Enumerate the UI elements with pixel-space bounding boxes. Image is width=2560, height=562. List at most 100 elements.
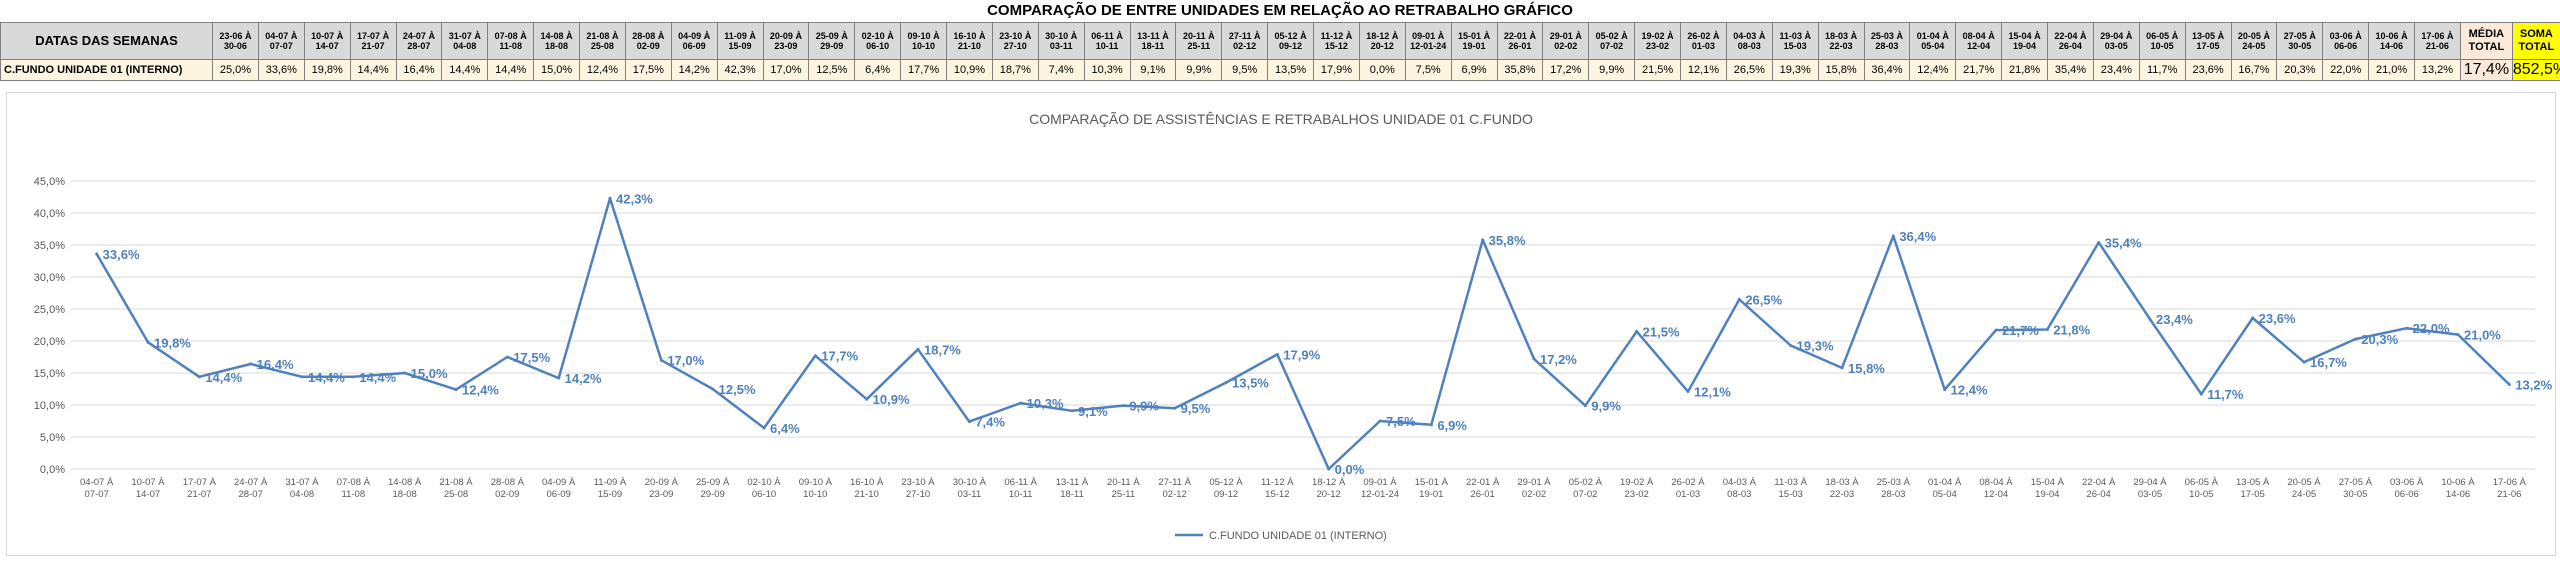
week-header-cell[interactable]: 23-10 À 27-10	[991, 22, 1039, 60]
week-header-cell[interactable]: 23-06 À 30-06	[212, 22, 259, 60]
data-point[interactable]	[1429, 423, 1433, 427]
week-header-cell[interactable]: 15-01 À 19-01	[1450, 22, 1498, 60]
week-value-cell[interactable]: 14,4%	[349, 59, 397, 81]
data-point[interactable]	[505, 355, 509, 359]
data-point[interactable]	[249, 362, 253, 366]
series-line[interactable]	[95, 197, 2511, 471]
week-header-cell[interactable]: 27-05 À 30-05	[2276, 22, 2324, 60]
data-point[interactable]	[1121, 404, 1125, 408]
week-value-cell[interactable]: 26,5%	[1725, 59, 1773, 81]
data-point[interactable]	[1686, 390, 1690, 394]
sum-total-value[interactable]: 852,5%	[2511, 59, 2560, 81]
data-point[interactable]	[1891, 234, 1895, 238]
week-header-cell[interactable]: 27-11 À 02-12	[1221, 22, 1269, 60]
week-value-cell[interactable]: 7,4%	[1037, 59, 1085, 81]
week-header-cell[interactable]: 26-02 À 01-03	[1680, 22, 1727, 60]
week-value-cell[interactable]: 16,7%	[2230, 59, 2278, 81]
data-point[interactable]	[454, 388, 458, 392]
week-value-cell[interactable]: 15,0%	[533, 59, 580, 81]
week-header-cell[interactable]: 04-09 À 06-09	[670, 22, 718, 60]
data-point[interactable]	[2148, 317, 2152, 321]
data-point[interactable]	[557, 376, 561, 380]
week-header-cell[interactable]: 29-04 À 03-05	[2092, 22, 2140, 60]
week-value-cell[interactable]: 6,4%	[854, 59, 902, 81]
week-value-cell[interactable]: 21,8%	[2001, 59, 2048, 81]
data-point[interactable]	[659, 358, 663, 362]
week-header-cell[interactable]: 20-09 À 23-09	[762, 22, 810, 60]
avg-total-header[interactable]: MÉDIA TOTAL	[2459, 22, 2513, 60]
week-value-cell[interactable]: 35,8%	[1496, 59, 1544, 81]
week-header-cell[interactable]: 11-09 À 15-09	[716, 22, 764, 60]
data-point[interactable]	[403, 371, 407, 375]
data-point[interactable]	[916, 347, 920, 351]
week-value-cell[interactable]: 0,0%	[1358, 59, 1406, 81]
week-value-cell[interactable]: 7,5%	[1404, 59, 1452, 81]
data-point[interactable]	[1943, 388, 1947, 392]
week-value-cell[interactable]: 13,2%	[2414, 59, 2461, 81]
week-value-cell[interactable]: 17,5%	[624, 59, 672, 81]
week-value-cell[interactable]: 9,9%	[1588, 59, 1636, 81]
week-value-cell[interactable]: 35,4%	[2047, 59, 2094, 81]
data-point[interactable]	[1275, 352, 1279, 356]
week-header-cell[interactable]: 02-10 À 06-10	[854, 22, 902, 60]
data-point[interactable]	[865, 397, 869, 401]
data-point[interactable]	[2302, 360, 2306, 364]
week-header-cell[interactable]: 25-09 À 29-09	[808, 22, 856, 60]
week-header-cell[interactable]: 05-02 À 07-02	[1588, 22, 1636, 60]
week-header-cell[interactable]: 06-11 À 10-11	[1083, 22, 1131, 60]
week-header-cell[interactable]: 29-01 À 02-02	[1542, 22, 1590, 60]
week-value-cell[interactable]: 9,9%	[1175, 59, 1223, 81]
week-header-cell[interactable]: 17-06 À 21-06	[2414, 22, 2461, 60]
data-point[interactable]	[1840, 366, 1844, 370]
week-value-cell[interactable]: 17,0%	[762, 59, 810, 81]
week-value-cell[interactable]: 17,2%	[1542, 59, 1590, 81]
week-value-cell[interactable]: 16,4%	[395, 59, 443, 81]
week-header-cell[interactable]: 06-05 À 10-05	[2138, 22, 2186, 60]
week-value-cell[interactable]: 14,4%	[441, 59, 489, 81]
week-header-cell[interactable]: 19-02 À 23-02	[1634, 22, 1681, 60]
week-header-cell[interactable]: 13-05 À 17-05	[2184, 22, 2232, 60]
data-point[interactable]	[608, 196, 612, 200]
week-header-cell[interactable]: 15-04 À 19-04	[2001, 22, 2048, 60]
week-value-cell[interactable]: 10,3%	[1083, 59, 1131, 81]
data-point[interactable]	[2405, 326, 2409, 330]
data-point[interactable]	[197, 375, 201, 379]
week-header-cell[interactable]: 18-03 À 22-03	[1817, 22, 1865, 60]
data-point[interactable]	[351, 375, 355, 379]
data-point[interactable]	[967, 420, 971, 424]
week-header-cell[interactable]: 21-08 À 25-08	[579, 22, 626, 60]
week-value-cell[interactable]: 36,4%	[1863, 59, 1911, 81]
week-value-cell[interactable]: 15,8%	[1817, 59, 1865, 81]
data-point[interactable]	[1070, 409, 1074, 413]
avg-total-value[interactable]: 17,4%	[2459, 59, 2513, 81]
week-header-cell[interactable]: 30-10 À 03-11	[1037, 22, 1085, 60]
data-point[interactable]	[2251, 316, 2255, 320]
week-value-cell[interactable]: 12,5%	[808, 59, 856, 81]
week-value-cell[interactable]: 9,1%	[1129, 59, 1177, 81]
week-value-cell[interactable]: 23,4%	[2092, 59, 2140, 81]
week-value-cell[interactable]: 22,0%	[2322, 59, 2370, 81]
week-value-cell[interactable]: 21,7%	[1955, 59, 2003, 81]
data-point[interactable]	[1737, 297, 1741, 301]
week-header-cell[interactable]: 05-12 À 09-12	[1267, 22, 1314, 60]
week-header-cell[interactable]: 09-01 À 12-01-24	[1404, 22, 1452, 60]
data-point[interactable]	[1789, 343, 1793, 347]
data-point[interactable]	[2097, 240, 2101, 244]
week-header-cell[interactable]: 31-07 À 04-08	[441, 22, 489, 60]
week-header-cell[interactable]: 28-08 À 02-09	[624, 22, 672, 60]
week-header-cell[interactable]: 16-10 À 21-10	[946, 22, 993, 60]
week-header-cell[interactable]: 14-08 À 18-08	[533, 22, 580, 60]
week-value-cell[interactable]: 19,3%	[1771, 59, 1819, 81]
data-point[interactable]	[711, 387, 715, 391]
data-point[interactable]	[762, 426, 766, 430]
week-header-cell[interactable]: 04-07 À 07-07	[257, 22, 305, 60]
week-header-cell[interactable]: 08-04 À 12-04	[1955, 22, 2003, 60]
week-header-cell[interactable]: 17-07 À 21-07	[349, 22, 397, 60]
data-point[interactable]	[1532, 357, 1536, 361]
week-value-cell[interactable]: 12,4%	[579, 59, 626, 81]
week-value-cell[interactable]: 18,7%	[991, 59, 1039, 81]
weeks-header-label[interactable]: DATAS DAS SEMANAS	[0, 22, 213, 60]
data-point[interactable]	[146, 340, 150, 344]
week-value-cell[interactable]: 17,7%	[900, 59, 947, 81]
data-point[interactable]	[1224, 381, 1228, 385]
